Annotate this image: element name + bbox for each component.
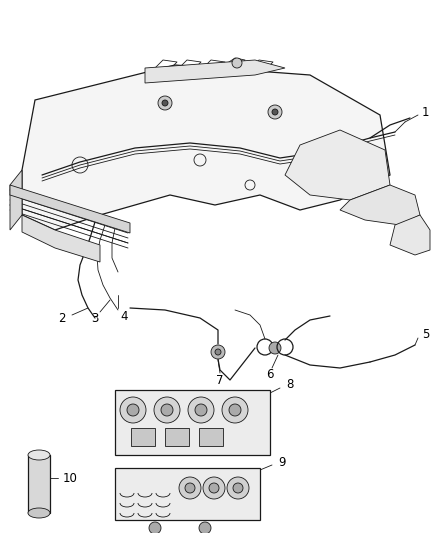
Ellipse shape — [28, 450, 50, 460]
Polygon shape — [22, 65, 390, 230]
Circle shape — [120, 397, 146, 423]
Bar — [28, 455, 50, 513]
Polygon shape — [10, 170, 22, 230]
Text: 8: 8 — [286, 378, 293, 392]
Text: 6: 6 — [266, 368, 274, 382]
Text: 10: 10 — [63, 472, 78, 484]
Bar — [115, 390, 270, 455]
Circle shape — [222, 397, 248, 423]
Circle shape — [162, 100, 168, 106]
Circle shape — [215, 349, 221, 355]
Circle shape — [211, 345, 225, 359]
Bar — [165, 428, 189, 446]
Bar — [199, 428, 223, 446]
Circle shape — [179, 477, 201, 499]
Circle shape — [185, 483, 195, 493]
Circle shape — [233, 483, 243, 493]
Polygon shape — [340, 185, 420, 225]
Text: 7: 7 — [216, 374, 224, 386]
Circle shape — [195, 404, 207, 416]
Text: 9: 9 — [278, 456, 286, 469]
Text: 4: 4 — [120, 310, 127, 322]
Circle shape — [268, 105, 282, 119]
Circle shape — [127, 404, 139, 416]
Circle shape — [199, 522, 211, 533]
Circle shape — [188, 397, 214, 423]
Circle shape — [227, 477, 249, 499]
Text: 1: 1 — [422, 107, 430, 119]
Circle shape — [209, 483, 219, 493]
Bar — [131, 428, 155, 446]
Circle shape — [203, 477, 225, 499]
Circle shape — [158, 96, 172, 110]
Circle shape — [149, 522, 161, 533]
Circle shape — [154, 397, 180, 423]
Polygon shape — [285, 130, 390, 200]
Circle shape — [232, 58, 242, 68]
Text: 5: 5 — [422, 327, 429, 341]
Polygon shape — [390, 215, 430, 255]
Circle shape — [229, 404, 241, 416]
Circle shape — [269, 342, 281, 354]
Text: 2: 2 — [58, 311, 66, 325]
Circle shape — [272, 109, 278, 115]
Ellipse shape — [28, 508, 50, 518]
Circle shape — [161, 404, 173, 416]
Bar — [115, 468, 260, 520]
Polygon shape — [10, 185, 130, 233]
Text: 3: 3 — [91, 311, 99, 325]
Polygon shape — [22, 215, 100, 262]
Polygon shape — [145, 60, 285, 83]
